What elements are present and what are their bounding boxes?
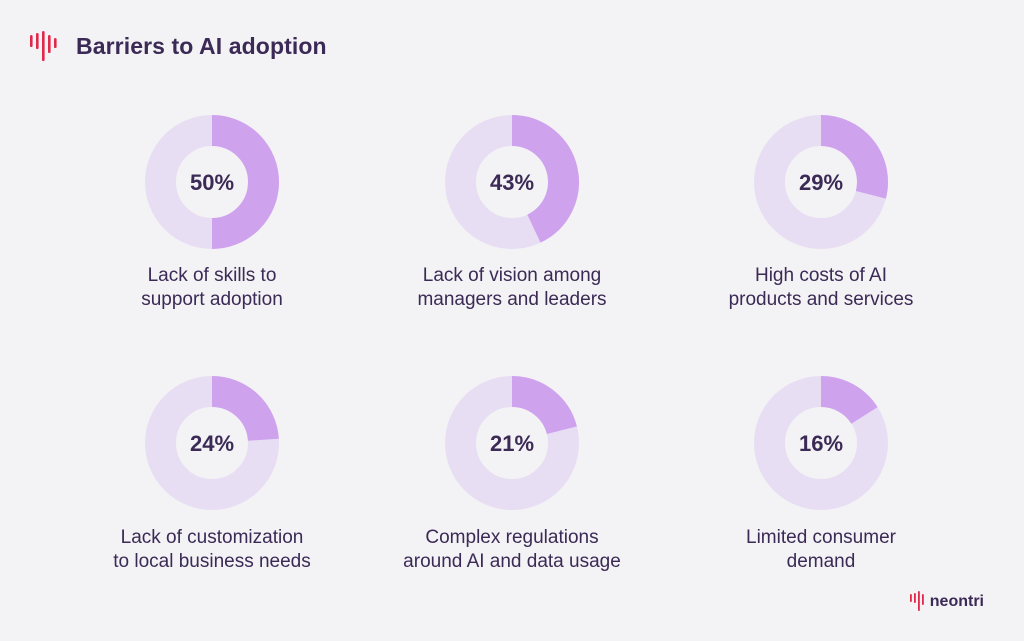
donut-category-label: Lack of skills to support adoption xyxy=(62,264,362,312)
donut-percent-label: 24% xyxy=(190,431,234,456)
donut-category-label: Lack of customization to local business n… xyxy=(62,526,362,574)
donut-category-label: Complex regulations around AI and data us… xyxy=(362,526,662,574)
donut-category-label: High costs of AI products and services xyxy=(671,264,971,312)
donut-category-label-line: around AI and data usage xyxy=(403,551,621,572)
neontri-waveform-icon xyxy=(909,591,924,611)
brand-name: neontri xyxy=(929,593,984,610)
donut-category-label: Lack of vision among managers and leaders xyxy=(362,264,662,312)
donut-value-arc xyxy=(820,115,888,199)
donut-2: 43% xyxy=(445,115,579,249)
donut-category-label-line: support adoption xyxy=(141,289,283,310)
donut-category-label-line: High costs of AI xyxy=(754,265,887,286)
donut-3: 29% xyxy=(754,115,888,249)
brand-footer: neontri xyxy=(909,591,984,613)
chart-title: Barriers to AI adoption xyxy=(76,32,327,59)
donut-category-label-line: demand xyxy=(786,551,856,572)
donut-percent-label: 29% xyxy=(799,170,843,195)
donut-value-arc xyxy=(511,376,577,435)
donut-5: 21% xyxy=(445,376,579,510)
donut-category-label-line: Lack of skills to xyxy=(147,265,277,286)
donut-category-label-line: managers and leaders xyxy=(417,289,607,310)
donut-category-label-line: Complex regulations xyxy=(425,527,599,548)
donut-6: 16% xyxy=(754,376,888,510)
donut-value-arc xyxy=(511,115,579,243)
donut-percent-label: 50% xyxy=(190,170,234,195)
donut-percent-label: 16% xyxy=(799,431,843,456)
donut-category-label: Limited consumer demand xyxy=(671,526,971,574)
chart-header: Barriers to AI adoption xyxy=(28,28,327,64)
donut-percent-label: 43% xyxy=(490,170,534,195)
donut-percent-label: 21% xyxy=(490,431,534,456)
donut-value-arc xyxy=(211,115,279,249)
donut-category-label-line: Lack of customization xyxy=(120,527,304,548)
donut-4: 24% xyxy=(145,376,279,510)
donut-category-label-line: products and services xyxy=(728,289,914,310)
donut-value-arc xyxy=(211,376,279,442)
neontri-waveform-icon xyxy=(30,31,57,61)
donut-category-label-line: to local business needs xyxy=(113,551,311,572)
donut-category-label-line: Limited consumer xyxy=(746,527,896,548)
donut-category-label-line: Lack of vision among xyxy=(422,265,602,286)
donut-value-arc xyxy=(820,376,878,425)
donut-1: 50% xyxy=(145,115,279,249)
